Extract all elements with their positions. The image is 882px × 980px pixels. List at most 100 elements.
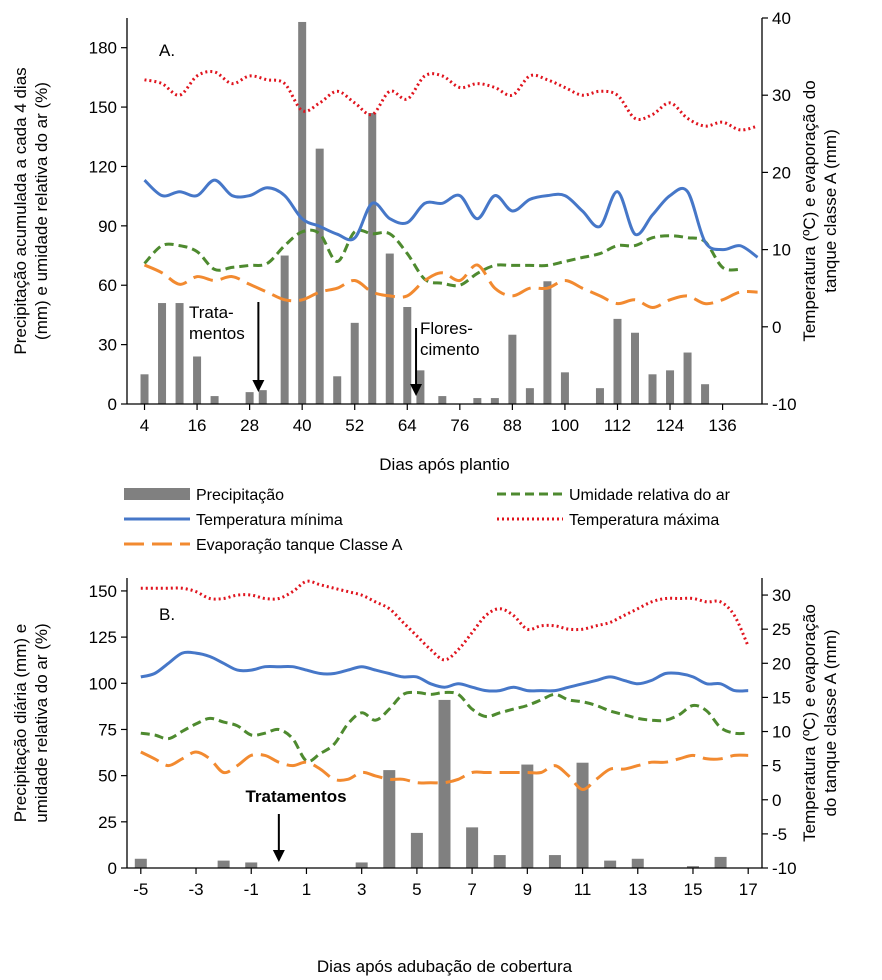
- precipitation-bar: [350, 322, 359, 404]
- annotation-text: Trata-: [189, 303, 234, 322]
- x-tick-label: 16: [188, 416, 207, 435]
- precipitation-bar: [355, 862, 368, 868]
- legend-item: Temperatura mínima: [124, 512, 343, 529]
- y-right-tick-label: -5: [772, 825, 787, 844]
- y-right-tick-label: 0: [772, 791, 781, 810]
- chart-panel-a: 4 16 28 40 52 64 76 88 100 112 124 1360306090120150…: [11, 9, 840, 474]
- precipitation-bar: [438, 396, 447, 404]
- annotation-text: Flores-: [420, 319, 473, 338]
- chart-panel-b: -5 -3 -1 1 3 5 7 9 11 13 15 170255075100125150-10-5…: [11, 578, 840, 976]
- x-tick-label: -1: [244, 880, 259, 899]
- y-right-tick-label: -10: [772, 859, 797, 878]
- x-tick-label: 88: [503, 416, 522, 435]
- y-left-tick-label: 25: [98, 813, 117, 832]
- evap-line: [143, 263, 758, 310]
- legend-label: Evaporação tanque Classe A: [196, 537, 403, 554]
- y-left-tick-label: 50: [98, 767, 117, 786]
- y-right-axis-label: Temperatura (ºC) e evaporação do tanque c…: [800, 604, 840, 842]
- legend-label: Temperatura máxima: [569, 512, 719, 529]
- y-right-tick-label: 20: [772, 163, 791, 182]
- x-tick-label: 7: [467, 880, 476, 899]
- y-right-tick-label: -10: [772, 395, 797, 414]
- legend-item: Umidade relativa do ar: [497, 487, 731, 504]
- x-tick-label: 76: [450, 416, 469, 435]
- annotation-text: mentos: [189, 324, 245, 343]
- x-tick-label: 52: [345, 416, 364, 435]
- precipitation-bar: [210, 396, 219, 404]
- annotation-text: Tratamentos: [245, 787, 346, 806]
- x-tick-label: 17: [739, 880, 758, 899]
- tmax-line: [140, 579, 750, 662]
- x-axis-label: Dias após adubação de cobertura: [317, 957, 573, 976]
- precipitation-bar: [508, 334, 517, 404]
- y-left-axis-label-line1: Precipitação acumulada a cada 4 dias: [11, 67, 30, 354]
- precipitation-bar: [701, 384, 710, 404]
- y-left-tick-label: 75: [98, 720, 117, 739]
- precipitation-bar: [368, 113, 377, 404]
- x-tick-label: 136: [708, 416, 736, 435]
- y-right-tick-label: 40: [772, 9, 791, 28]
- y-left-tick-label: 100: [89, 674, 117, 693]
- precipitation-bar: [333, 376, 342, 404]
- precipitation-bar: [604, 860, 617, 868]
- y-right-tick-label: 25: [772, 620, 791, 639]
- x-tick-label: 5: [412, 880, 421, 899]
- precipitation-bar: [631, 858, 644, 868]
- x-axis-label: Dias após plantio: [379, 455, 509, 474]
- y-right-tick-label: 30: [772, 86, 791, 105]
- y-right-tick-label: 20: [772, 654, 791, 673]
- y-right-tick-label: 5: [772, 757, 781, 776]
- y-right-tick-label: 30: [772, 586, 791, 605]
- y-left-axis-label-line1: Precipitação diária (mm) e: [11, 624, 30, 822]
- x-tick-label: 124: [656, 416, 684, 435]
- precipitation-bar: [298, 21, 307, 404]
- legend-label: Precipitação: [196, 487, 284, 504]
- x-tick-label: 3: [357, 880, 366, 899]
- y-right-tick-label: 10: [772, 723, 791, 742]
- precipitation-bar: [714, 856, 727, 868]
- y-left-tick-label: 90: [98, 217, 117, 236]
- tmin-line: [140, 650, 749, 693]
- x-tick-label: 15: [684, 880, 703, 899]
- evap-line: [140, 750, 749, 791]
- precipitation-bar: [175, 303, 184, 404]
- x-tick-label: 11: [574, 880, 592, 899]
- precipitation-bar: [576, 762, 589, 868]
- precipitation-bar: [466, 827, 479, 868]
- precipitation-bar: [134, 858, 147, 868]
- precipitation-bar: [683, 352, 692, 404]
- precipitation-bar: [490, 398, 499, 404]
- y-left-tick-label: 180: [89, 39, 117, 58]
- x-tick-label: 4: [140, 416, 149, 435]
- legend-item: Temperatura máxima: [497, 512, 719, 529]
- precipitation-bar: [385, 253, 394, 404]
- arrow-head: [252, 380, 265, 392]
- precipitation-bar: [140, 374, 149, 404]
- precipitation-bar: [280, 255, 289, 404]
- x-tick-label: -5: [133, 880, 148, 899]
- y-right-axis-label: Temperatura (ºC) e evaporação do tanque c…: [800, 80, 840, 341]
- humidity-line: [143, 228, 741, 288]
- precipitation-bar: [525, 388, 534, 404]
- y-left-axis-label-line2: umidade relativa do ar (%): [32, 623, 51, 822]
- precipitation-bar: [217, 860, 230, 868]
- y-left-axis-label: Precipitação acumulada a cada 4 dias (mm)…: [11, 67, 51, 354]
- y-right-axis-label-line2: do tanque classe A (mm): [821, 629, 840, 816]
- x-tick-label: 13: [628, 880, 647, 899]
- precipitation-bar: [666, 370, 675, 404]
- y-left-tick-label: 0: [108, 395, 117, 414]
- panel-label: B.: [159, 605, 175, 624]
- x-tick-label: 9: [523, 880, 532, 899]
- precipitation-bar: [613, 318, 622, 404]
- y-left-axis-label: Precipitação diária (mm) e umidade relati…: [11, 623, 51, 822]
- legend: Precipitação Umidade relativa do ar Temper…: [124, 487, 731, 554]
- precipitation-bar: [686, 866, 699, 868]
- precipitation-bar: [543, 281, 552, 404]
- y-left-tick-label: 60: [98, 276, 117, 295]
- x-tick-label: -3: [188, 880, 203, 899]
- precipitation-bar: [493, 855, 506, 868]
- precipitation-bar: [193, 356, 202, 404]
- precipitation-bar: [548, 855, 561, 868]
- arrow-head: [410, 384, 423, 396]
